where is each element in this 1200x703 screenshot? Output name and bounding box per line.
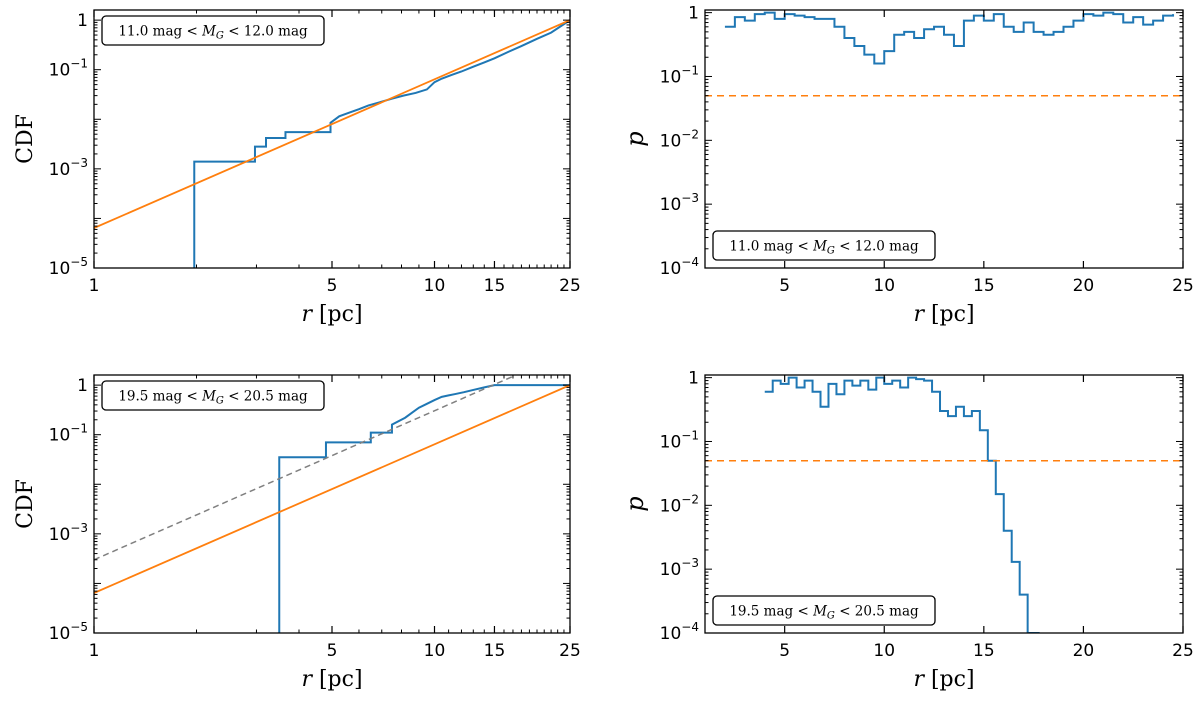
x-axis-label: r [pc] bbox=[913, 667, 974, 692]
x-axis-label: r [pc] bbox=[301, 667, 362, 692]
x-tick-label: 15 bbox=[973, 641, 995, 661]
x-tick-label: 10 bbox=[424, 641, 446, 661]
legend-label: 11.0 mag < MG < 12.0 mag bbox=[729, 239, 919, 257]
y-tick-label: 1 bbox=[77, 376, 88, 396]
x-tick-label: 10 bbox=[873, 276, 895, 296]
y-tick-label: 10−2 bbox=[660, 127, 699, 151]
y-tick-label: 10−5 bbox=[49, 620, 88, 644]
legend: 19.5 mag < MG < 20.5 mag bbox=[101, 380, 325, 411]
y-tick-label: 10−1 bbox=[660, 63, 699, 87]
y-axis-label: p bbox=[621, 496, 649, 511]
legend: 11.0 mag < MG < 12.0 mag bbox=[712, 230, 936, 261]
legend-box bbox=[712, 230, 936, 261]
y-tick-label: 10−1 bbox=[660, 428, 699, 452]
series-r-3-model bbox=[94, 19, 570, 229]
x-axis-label: r [pc] bbox=[913, 302, 974, 327]
series-empirical-cdf bbox=[193, 19, 570, 268]
series-r-3-model bbox=[94, 384, 570, 594]
axes-frame bbox=[704, 374, 1184, 634]
axes-frame bbox=[704, 9, 1184, 269]
y-tick-label: 10−3 bbox=[49, 156, 88, 180]
y-tick-label: 1 bbox=[77, 11, 88, 31]
x-tick-label: 25 bbox=[1172, 641, 1194, 661]
panel-p-top: 5 10 15 20 25 10−4 10−3 10−2 10−1 1 r [pc] p 11.0 ma… bbox=[621, 4, 1194, 327]
y-tick-label: 10−3 bbox=[660, 191, 699, 215]
y-tick-label: 10−2 bbox=[660, 492, 699, 516]
series-p-value bbox=[764, 376, 1040, 633]
x-tick-label: 20 bbox=[1073, 276, 1095, 296]
y-tick-label: 10−4 bbox=[660, 255, 699, 279]
series-empirical-cdf bbox=[278, 384, 570, 633]
x-tick-label: 1 bbox=[89, 641, 100, 661]
legend-label: 19.5 mag < MG < 20.5 mag bbox=[118, 389, 308, 407]
x-tick-label: 1 bbox=[89, 276, 100, 296]
x-tick-label: 25 bbox=[559, 641, 581, 661]
y-tick-label: 10−3 bbox=[49, 521, 88, 545]
legend-box bbox=[101, 15, 325, 46]
x-tick-label: 25 bbox=[1172, 276, 1194, 296]
y-axis-label: p bbox=[621, 131, 649, 146]
y-tick-label: 10−4 bbox=[660, 620, 699, 644]
x-tick-label: 5 bbox=[779, 641, 790, 661]
y-tick-label: 10−3 bbox=[660, 556, 699, 580]
x-tick-label: 5 bbox=[327, 641, 338, 661]
x-tick-label: 15 bbox=[484, 641, 506, 661]
x-tick-label: 10 bbox=[424, 276, 446, 296]
x-tick-label: 15 bbox=[484, 276, 506, 296]
legend-box bbox=[712, 595, 936, 626]
panel-p-bottom: 5 10 15 20 25 10−4 10−3 10−2 10−1 1 r [pc] p 19.5 ma… bbox=[621, 369, 1194, 692]
y-tick-label: 10−1 bbox=[49, 422, 88, 446]
x-tick-label: 20 bbox=[1073, 641, 1095, 661]
x-tick-label: 15 bbox=[973, 276, 995, 296]
y-tick-label: 10−5 bbox=[49, 255, 88, 279]
y-axis-label: CDF bbox=[13, 114, 38, 164]
legend-box bbox=[101, 380, 325, 411]
x-tick-label: 5 bbox=[779, 276, 790, 296]
x-tick-label: 10 bbox=[873, 641, 895, 661]
legend-label: 19.5 mag < MG < 20.5 mag bbox=[729, 604, 919, 622]
legend: 19.5 mag < MG < 20.5 mag bbox=[712, 595, 936, 626]
legend: 11.0 mag < MG < 12.0 mag bbox=[101, 15, 325, 46]
x-tick-label: 25 bbox=[559, 276, 581, 296]
y-tick-label: 10−1 bbox=[49, 57, 88, 81]
y-tick-label: 1 bbox=[688, 369, 699, 389]
y-axis-label: CDF bbox=[13, 479, 38, 529]
series-fit bbox=[94, 375, 514, 561]
y-tick-label: 1 bbox=[688, 4, 699, 24]
series-p-value bbox=[724, 11, 1175, 65]
x-tick-label: 5 bbox=[327, 276, 338, 296]
axes-frame bbox=[93, 374, 571, 634]
x-axis-label: r [pc] bbox=[301, 302, 362, 327]
axes-frame bbox=[93, 9, 571, 269]
legend-label: 11.0 mag < MG < 12.0 mag bbox=[118, 24, 308, 42]
